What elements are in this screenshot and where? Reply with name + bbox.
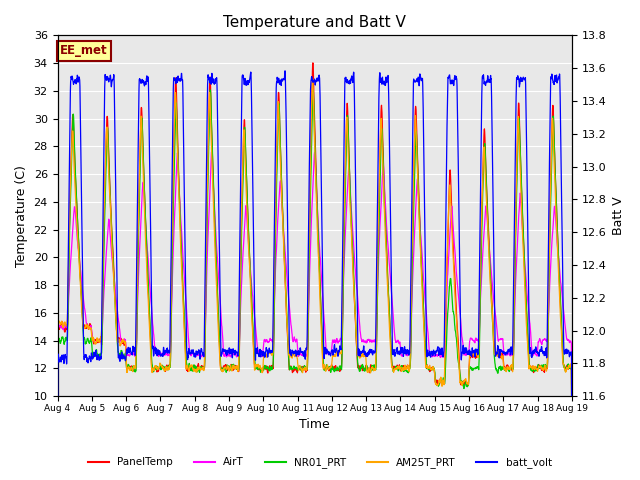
AM25T_PRT bbox=[568, 430, 576, 435]
PanelTemp bbox=[54, 407, 61, 413]
PanelTemp bbox=[340, 201, 348, 206]
Legend: PanelTemp, AirT, NR01_PRT, AM25T_PRT, batt_volt: PanelTemp, AirT, NR01_PRT, AM25T_PRT, ba… bbox=[84, 453, 556, 472]
NR01_PRT bbox=[197, 364, 205, 370]
Line: NR01_PRT: NR01_PRT bbox=[58, 90, 572, 436]
NR01_PRT bbox=[464, 383, 472, 388]
batt_volt bbox=[537, 348, 545, 353]
NR01_PRT bbox=[523, 306, 531, 312]
AirT bbox=[54, 408, 61, 414]
PanelTemp bbox=[537, 366, 545, 372]
Line: PanelTemp: PanelTemp bbox=[58, 63, 572, 435]
Text: EE_met: EE_met bbox=[60, 44, 108, 57]
NR01_PRT bbox=[340, 216, 348, 222]
PanelTemp bbox=[197, 364, 205, 370]
batt_volt bbox=[340, 93, 348, 98]
NR01_PRT bbox=[54, 417, 61, 422]
AM25T_PRT bbox=[54, 406, 61, 412]
NR01_PRT bbox=[537, 364, 545, 370]
AirT bbox=[208, 149, 216, 155]
AirT bbox=[537, 339, 545, 345]
PanelTemp bbox=[464, 382, 472, 387]
AM25T_PRT bbox=[464, 380, 472, 386]
AirT bbox=[464, 349, 472, 355]
Line: batt_volt: batt_volt bbox=[58, 71, 572, 480]
AirT bbox=[197, 352, 205, 358]
AirT bbox=[330, 337, 337, 343]
AirT bbox=[340, 249, 348, 255]
Y-axis label: Batt V: Batt V bbox=[612, 196, 625, 235]
NR01_PRT bbox=[206, 87, 214, 93]
AM25T_PRT bbox=[340, 188, 348, 193]
AM25T_PRT bbox=[330, 352, 337, 358]
PanelTemp bbox=[568, 432, 576, 438]
PanelTemp bbox=[330, 364, 337, 370]
batt_volt bbox=[464, 350, 472, 356]
Line: AM25T_PRT: AM25T_PRT bbox=[58, 79, 572, 432]
Title: Temperature and Batt V: Temperature and Batt V bbox=[223, 15, 406, 30]
X-axis label: Time: Time bbox=[300, 419, 330, 432]
AM25T_PRT bbox=[523, 324, 531, 330]
batt_volt bbox=[197, 348, 205, 354]
Y-axis label: Temperature (C): Temperature (C) bbox=[15, 165, 28, 267]
AM25T_PRT bbox=[537, 363, 545, 369]
batt_volt bbox=[523, 143, 531, 148]
batt_volt bbox=[281, 68, 289, 74]
Line: AirT: AirT bbox=[58, 152, 572, 420]
AirT bbox=[568, 417, 576, 423]
PanelTemp bbox=[309, 60, 317, 66]
PanelTemp bbox=[523, 310, 531, 316]
AM25T_PRT bbox=[197, 366, 205, 372]
batt_volt bbox=[330, 352, 337, 358]
AirT bbox=[523, 284, 531, 289]
AM25T_PRT bbox=[309, 76, 317, 82]
NR01_PRT bbox=[568, 433, 576, 439]
NR01_PRT bbox=[330, 367, 337, 372]
